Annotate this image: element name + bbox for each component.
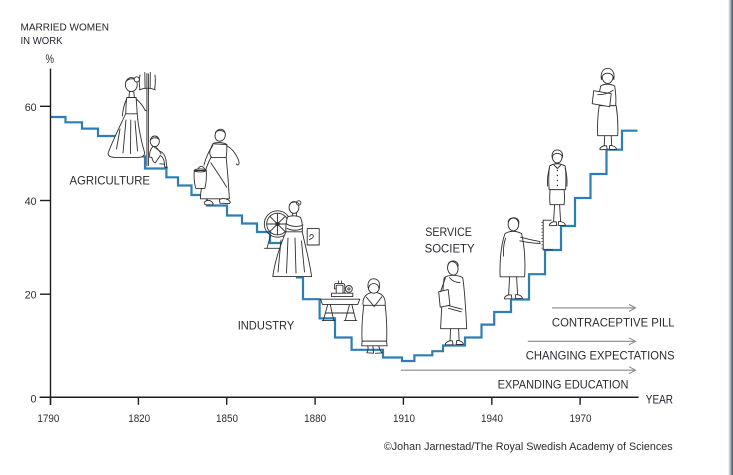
svg-text:60: 60: [25, 102, 37, 114]
svg-text:%: %: [46, 52, 55, 66]
svg-text:1790: 1790: [37, 413, 59, 425]
svg-text:INDUSTRY: INDUSTRY: [238, 319, 295, 333]
svg-text:IN WORK: IN WORK: [21, 35, 63, 47]
svg-text:20: 20: [25, 290, 37, 302]
svg-text:©Johan Jarnestad/The Royal Swe: ©Johan Jarnestad/The Royal Swedish Acade…: [384, 441, 673, 453]
svg-text:MARRIED WOMEN: MARRIED WOMEN: [21, 22, 110, 34]
svg-text:1850: 1850: [216, 413, 238, 425]
svg-text:1970: 1970: [570, 413, 592, 425]
svg-text:1820: 1820: [128, 413, 150, 425]
svg-text:YEAR: YEAR: [646, 394, 673, 407]
svg-text:SERVICE: SERVICE: [425, 225, 472, 239]
svg-text:1910: 1910: [393, 413, 415, 425]
svg-text:0: 0: [31, 393, 37, 405]
svg-text:1880: 1880: [304, 413, 326, 425]
svg-text:1940: 1940: [481, 413, 503, 425]
svg-text:EXPANDING EDUCATION: EXPANDING EDUCATION: [498, 377, 629, 391]
svg-text:SOCIETY: SOCIETY: [425, 241, 475, 255]
svg-text:40: 40: [25, 196, 37, 208]
svg-text:CONTRACEPTIVE PILL: CONTRACEPTIVE PILL: [552, 315, 675, 329]
svg-text:AGRICULTURE: AGRICULTURE: [70, 173, 151, 187]
svg-text:CHANGING EXPECTATIONS: CHANGING EXPECTATIONS: [526, 348, 675, 362]
